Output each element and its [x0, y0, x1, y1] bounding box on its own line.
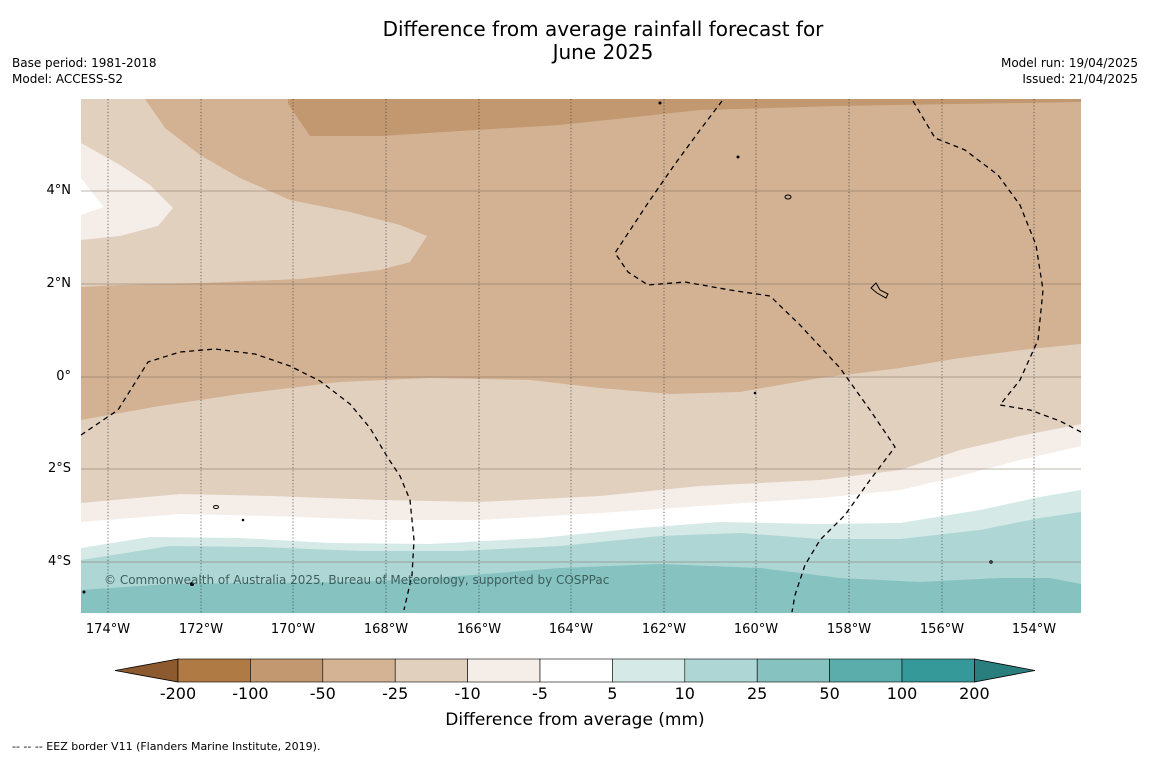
lon-label: 158°W: [826, 622, 872, 637]
colorbar-cell: [901, 658, 975, 683]
model-name: Model: ACCESS-S2: [12, 72, 124, 86]
colorbar-tick-label: -5: [532, 684, 548, 703]
colorbar-tick-label: -100: [232, 684, 269, 703]
lat-label: 2°S: [47, 461, 71, 476]
colorbar-cell: [829, 658, 903, 683]
colorbar-cell: [394, 658, 468, 683]
island-6: [989, 560, 993, 564]
colorbar-cell: [756, 658, 830, 683]
map-filled-contours: [81, 99, 1081, 613]
colorbar-extend-low: [114, 658, 179, 683]
lon-label: 156°W: [919, 622, 965, 637]
meta-left: Base period: 1981-2018 Model: ACCESS-S2: [12, 55, 157, 87]
island-4: [736, 155, 740, 159]
lat-label: 4°S: [47, 554, 71, 569]
meta-right: Model run: 19/04/2025 Issued: 21/04/2025: [1001, 55, 1138, 87]
issued-date: Issued: 21/04/2025: [1022, 72, 1138, 86]
island-kiritimati: [870, 282, 889, 299]
colorbar-tick-label: 10: [674, 684, 695, 703]
lon-label: 174°W: [85, 622, 131, 637]
islands: [82, 101, 993, 594]
band-near-zero-upper: [81, 178, 104, 215]
copyright-notice: © Commonwealth of Australia 2025, Bureau…: [104, 573, 610, 587]
lon-label: 160°W: [733, 622, 779, 637]
base-period: Base period: 1981-2018: [12, 56, 157, 70]
band-minus25-upper: [81, 99, 427, 287]
lon-label: 164°W: [548, 622, 594, 637]
colorbar-cell: [539, 658, 613, 683]
colorbar-tick-label: 5: [607, 684, 618, 703]
colorbar-tick-label: 25: [747, 684, 768, 703]
map-meridians: [107, 99, 1035, 613]
colorbar-tick-label: -50: [309, 684, 336, 703]
island-9: [241, 518, 245, 522]
band-plus25: [81, 564, 1081, 613]
lon-label: 166°W: [456, 622, 502, 637]
eez-border-central: [614, 100, 896, 613]
lon-label: 154°W: [1011, 622, 1057, 637]
model-run: Model run: 19/04/2025: [1000, 56, 1138, 70]
title-line-2: June 2025: [552, 40, 654, 64]
eez-legend-note: -- -- -- EEZ border V11 (Flanders Marine…: [12, 740, 321, 753]
title-line-1: Difference from average rainfall forecas…: [382, 17, 824, 41]
lon-label: 170°W: [270, 622, 316, 637]
colorbar-tick-label: 100: [886, 684, 918, 703]
band-minus10-upper: [81, 143, 173, 240]
lat-label: 2°N: [46, 276, 72, 291]
map-title: Difference from average rainfall forecas…: [0, 18, 1150, 64]
island-5: [658, 101, 662, 105]
colorbar-cell: [612, 658, 686, 683]
lat-label: 4°N: [46, 183, 72, 198]
colorbar-tick-label: 50: [819, 684, 840, 703]
colorbar-cell: [684, 658, 758, 683]
eez-border-west: [81, 348, 415, 611]
island-8: [82, 590, 86, 594]
colorbar-title: Difference from average (mm): [445, 710, 705, 730]
lon-label: 172°W: [178, 622, 224, 637]
colorbar-cell: [177, 658, 251, 683]
lon-label: 162°W: [641, 622, 687, 637]
eez-borders: [81, 100, 1081, 613]
colorbar-cell: [467, 658, 541, 683]
colorbar-tick-label: 200: [959, 684, 990, 703]
map-gridlines: [81, 190, 1081, 563]
island-7: [753, 391, 757, 395]
lon-label: 168°W: [363, 622, 409, 637]
island-2: [213, 505, 219, 509]
colorbar-extend-high: [974, 658, 1036, 683]
colorbar-tick-label: -25: [382, 684, 409, 703]
band-minus100: [288, 99, 1081, 136]
colorbar-cell: [322, 658, 396, 683]
colorbar-tick-label: -10: [454, 684, 481, 703]
colorbar-tick-label: -200: [159, 684, 197, 703]
lat-label: 0°: [56, 369, 71, 384]
island-3: [190, 582, 194, 586]
eez-border-east: [912, 100, 1081, 433]
colorbar-cell: [250, 658, 324, 683]
island-1: [784, 194, 792, 200]
